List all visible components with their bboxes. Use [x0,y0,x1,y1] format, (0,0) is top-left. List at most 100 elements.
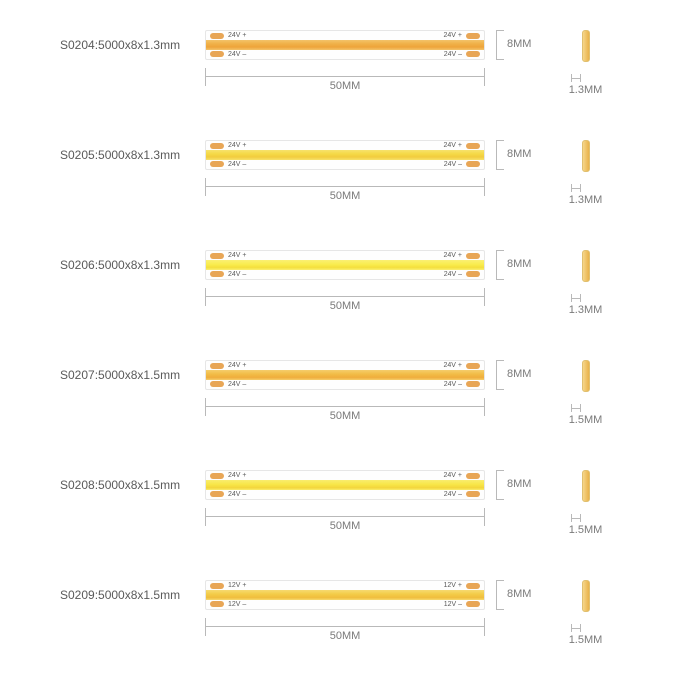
height-label: 8MM [507,258,531,270]
solder-pad [466,143,480,149]
led-strip: 24V +24V –24V +24V – [205,360,485,390]
strip-block: 24V +24V –24V +24V –50MM [205,140,485,204]
solder-pad [210,271,224,277]
product-row-5: S0209:5000x8x1.5mm12V +12V –12V +12V –50… [60,580,670,655]
height-label: 8MM [507,38,531,50]
length-label: 50MM [205,80,485,92]
led-band [206,40,484,50]
side-view [582,30,590,62]
voltage-label: 12V + [228,582,247,589]
length-label: 50MM [205,410,485,422]
voltage-label: 24V + [444,362,463,369]
solder-pad [210,51,224,57]
led-band [206,150,484,160]
solder-pad [210,601,224,607]
voltage-label: 24V + [228,142,247,149]
voltage-label: 24V – [228,161,246,168]
thickness-label: 1.5MM [563,524,608,536]
voltage-label: 24V – [444,271,462,278]
voltage-label: 24V – [444,491,462,498]
voltage-label: 24V + [228,362,247,369]
product-row-0: S0204:5000x8x1.3mm24V +24V –24V +24V –50… [60,30,670,105]
side-view-block: 1.3MM [563,140,608,206]
solder-pad [210,253,224,259]
solder-pad [466,271,480,277]
length-dimension: 50MM [205,286,485,314]
led-strip: 24V + 24V – 24V + 24V – [205,470,485,500]
product-label: S0209:5000x8x1.5mm [60,580,205,602]
length-label: 50MM [205,190,485,202]
side-view [582,140,590,172]
voltage-label: 24V + [228,472,247,479]
solder-pad [466,583,480,589]
thickness-dimension: 1.5MM [563,626,608,646]
thickness-dimension: 1.5MM [563,406,608,426]
side-view-block: 1.5MM [563,360,608,426]
solder-pad [210,583,224,589]
voltage-label: 24V – [228,491,246,498]
led-strip: 24V +24V –24V +24V – [205,140,485,170]
voltage-label: 24V + [444,252,463,259]
voltage-label: 12V – [444,601,462,608]
height-dimension: 8MM [493,580,543,610]
led-strip: 24V +24V –24V +24V – [205,30,485,60]
product-row-1: S0205:5000x8x1.3mm24V +24V –24V +24V –50… [60,140,670,215]
strip-block: 24V +24V –24V +24V –50MM [205,30,485,94]
height-dimension: 8MM [493,360,543,390]
product-row-2: S0206:5000x8x1.3mm24V +24V –24V +24V –50… [60,250,670,325]
thickness-dimension: 1.3MM [563,296,608,316]
side-view-block: 1.3MM [563,250,608,316]
thickness-label: 1.5MM [563,414,608,426]
led-strip: 12V +12V –12V +12V – [205,580,485,610]
thickness-dimension: 1.5MM [563,516,608,536]
solder-pad [210,363,224,369]
strip-block: 24V + 24V – 24V + 24V – 50MM [205,470,485,534]
solder-pad [466,363,480,369]
side-view-block: 1.3MM [563,30,608,96]
led-band [206,480,484,490]
voltage-label: 24V – [228,271,246,278]
voltage-label: 24V + [444,32,463,39]
led-band [206,370,484,380]
solder-pad [210,143,224,149]
length-dimension: 50MM [205,506,485,534]
product-label: S0204:5000x8x1.3mm [60,30,205,52]
voltage-label: 24V – [444,161,462,168]
solder-pad [210,161,224,167]
height-label: 8MM [507,148,531,160]
length-label: 50MM [205,630,485,642]
height-dimension: 8MM [493,470,543,500]
solder-pad [466,161,480,167]
thickness-label: 1.3MM [563,304,608,316]
product-row-3: S0207:5000x8x1.5mm24V +24V –24V +24V –50… [60,360,670,435]
product-row-4: S0208:5000x8x1.5mm24V +24V –24V +24V –50… [60,470,670,545]
thickness-dimension: 1.3MM [563,186,608,206]
voltage-label: 24V + [444,472,463,479]
length-label: 50MM [205,300,485,312]
solder-pad [466,51,480,57]
height-dimension: 8MM [493,30,543,60]
side-view [582,470,590,502]
length-dimension: 50MM [205,396,485,424]
side-view [582,360,590,392]
led-strip: 24V +24V –24V +24V – [205,250,485,280]
voltage-label: 24V – [444,381,462,388]
side-view-block: 1.5MM [563,470,608,536]
side-view [582,250,590,282]
height-label: 8MM [507,588,531,600]
side-view [582,580,590,612]
strip-block: 12V +12V –12V +12V –50MM [205,580,485,644]
solder-pad [466,381,480,387]
solder-pad [466,253,480,259]
strip-block: 24V +24V –24V +24V –50MM [205,250,485,314]
solder-pad [210,473,224,479]
thickness-label: 1.3MM [563,84,608,96]
thickness-label: 1.5MM [563,634,608,646]
height-label: 8MM [507,368,531,380]
height-label: 8MM [507,478,531,490]
length-dimension: 50MM [205,176,485,204]
length-dimension: 50MM [205,66,485,94]
voltage-label: 24V – [228,51,246,58]
solder-pad [210,381,224,387]
thickness-label: 1.3MM [563,194,608,206]
